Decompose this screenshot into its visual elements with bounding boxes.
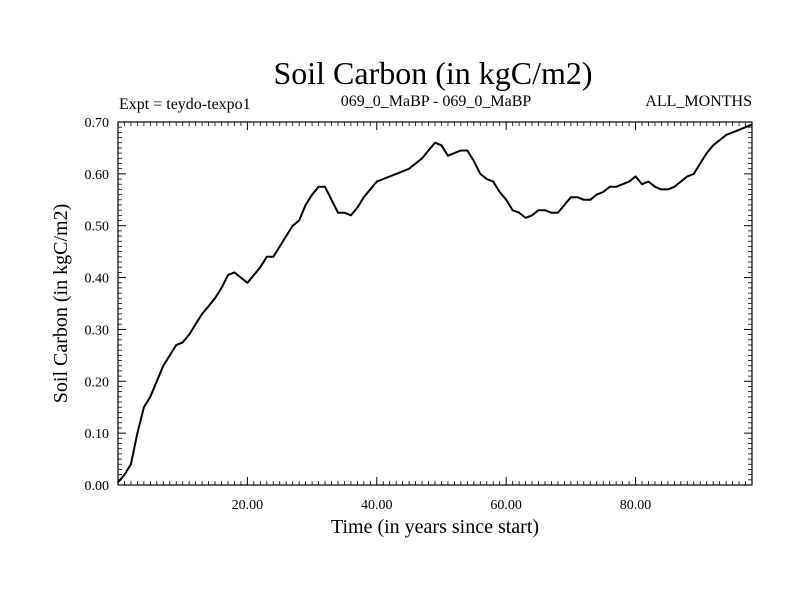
x-tick-label: 20.00 [232,498,264,513]
series-line-soil-carbon [117,123,753,484]
experiment-label: Expt = teydo-texpo1 [119,96,251,113]
y-tick-label: 0.10 [85,427,110,442]
x-axis-ticks: 20.00 40.00 60.00 80.00 [232,122,652,513]
y-tick-label: 0.00 [85,479,110,494]
minor-ticks [118,122,752,485]
x-tick-label: 40.00 [361,498,393,513]
y-tick-label: 0.20 [85,375,110,390]
plot-frame [117,121,753,486]
y-axis-label: Soil Carbon (in kgC/m2) [50,204,72,403]
chart-title: Soil Carbon (in kgC/m2) [273,55,592,91]
x-axis-label: Time (in years since start) [331,516,539,538]
y-tick-label: 0.70 [85,116,110,131]
period-label: 069_0_MaBP - 069_0_MaBP [341,93,532,110]
y-tick-label: 0.60 [85,168,110,183]
y-axis-ticks: 0.00 0.10 0.20 0.30 0.40 0.50 0.60 0.70 [85,116,752,494]
x-tick-label: 60.00 [490,498,522,513]
series-group [117,123,753,484]
y-tick-label: 0.40 [85,272,110,287]
y-tick-label: 0.50 [85,220,110,235]
months-label: ALL_MONTHS [645,93,752,110]
y-tick-label: 0.30 [85,323,110,338]
x-tick-label: 80.00 [620,498,652,513]
